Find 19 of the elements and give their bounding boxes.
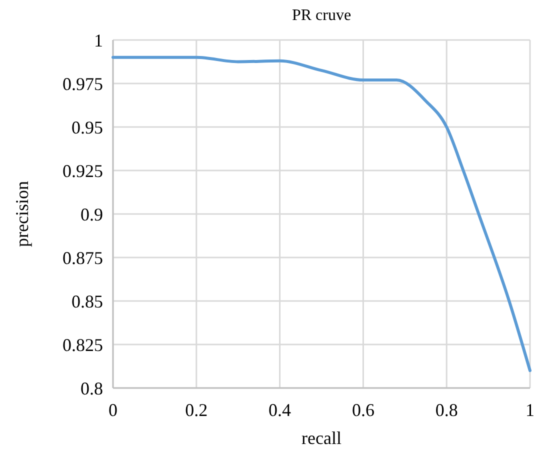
x-tick-label: 0.6 (352, 400, 374, 420)
y-tick-label: 0.875 (62, 248, 103, 268)
x-tick-label: 0.8 (435, 400, 458, 420)
y-tick-label: 0.8 (80, 378, 103, 398)
y-tick-label: 0.925 (62, 160, 103, 181)
y-tick-label: 0.975 (62, 74, 103, 94)
y-tick-label: 1 (94, 30, 103, 50)
y-tick-label: 0.825 (62, 334, 103, 355)
x-tick-label: 1 (526, 400, 534, 420)
x-tick-label: 0.4 (268, 400, 292, 420)
x-tick-label: 0.2 (185, 400, 208, 420)
y-tick-label: 0.9 (80, 204, 103, 224)
line-series (112, 56, 532, 372)
chart-title: PR cruve (292, 7, 352, 24)
y-tick-label: 0.85 (72, 291, 103, 312)
y-tick-label: 0.95 (72, 117, 103, 138)
y-axis-title: precision (12, 181, 32, 247)
x-tick-label: 0 (108, 400, 118, 420)
x-axis-title: recall (302, 428, 342, 448)
